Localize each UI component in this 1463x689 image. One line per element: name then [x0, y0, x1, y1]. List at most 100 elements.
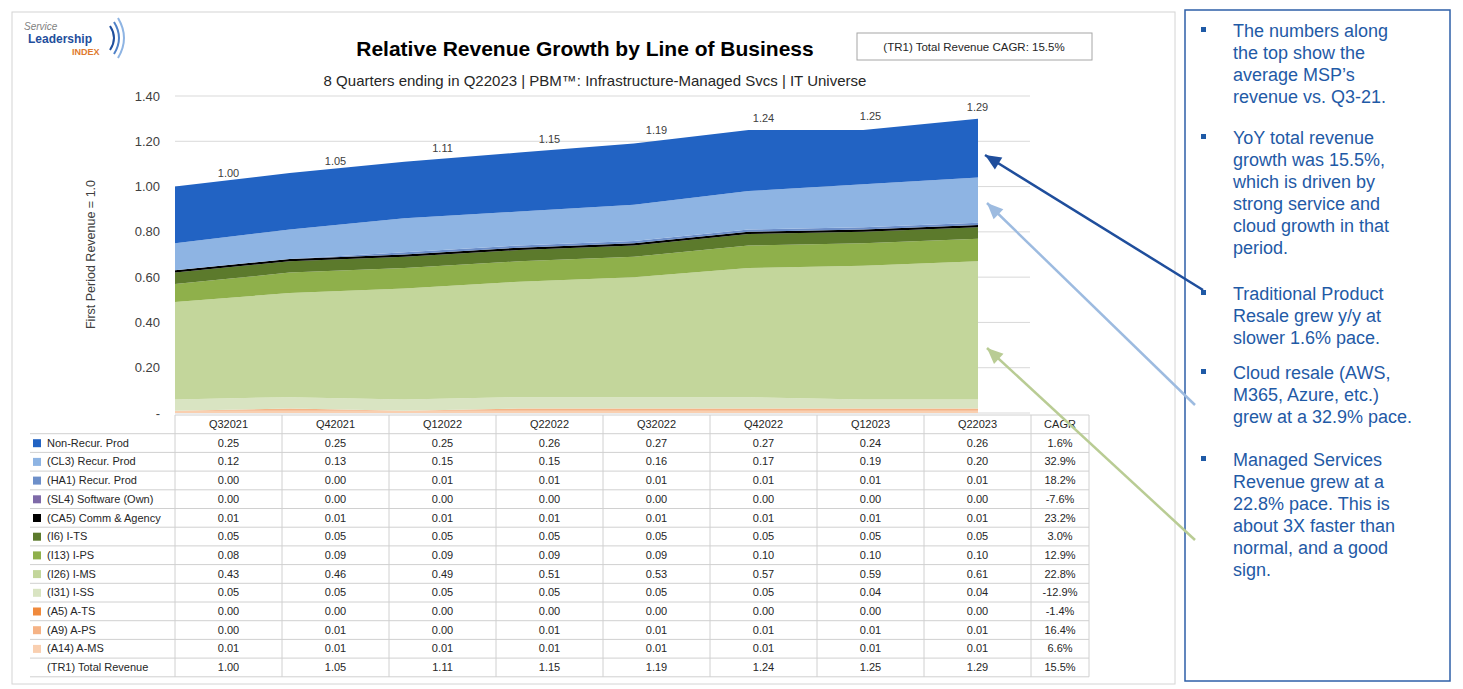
table-cell: 0.46	[325, 568, 346, 580]
data-label: 1.00	[218, 167, 239, 179]
legend-swatch	[33, 458, 41, 466]
table-cell: 0.00	[967, 493, 988, 505]
annotation-text: revenue vs. Q3-21.	[1233, 87, 1386, 107]
table-rule	[30, 508, 1089, 509]
legend-swatch	[33, 589, 41, 597]
table-cell: 0.24	[860, 437, 881, 449]
table-cell: 0.25	[325, 437, 346, 449]
table-cell: 0.25	[432, 437, 453, 449]
area-series	[175, 408, 978, 410]
y-tick-label: -	[156, 406, 160, 421]
table-cell: 0.05	[753, 586, 774, 598]
table-cell: 0.00	[432, 605, 453, 617]
legend-swatch	[33, 495, 41, 503]
annotation-text: Managed Services	[1233, 450, 1382, 470]
table-cell: 0.05	[218, 530, 239, 542]
annotation-text: growth was 15.5%,	[1233, 150, 1385, 170]
table-cell: 0.26	[539, 437, 560, 449]
logo-arc	[118, 18, 124, 58]
table-cell: 0.01	[539, 642, 560, 654]
bullet	[1201, 134, 1206, 139]
y-tick-label: 0.60	[135, 270, 160, 285]
legend-label: (I13) I-PS	[47, 549, 94, 561]
logo-arc	[114, 22, 119, 54]
legend-swatch	[33, 551, 41, 559]
table-cell: 0.00	[967, 605, 988, 617]
arrow	[985, 155, 1203, 290]
table-cell: 0.00	[432, 624, 453, 636]
table-cagr: 18.2%	[1044, 474, 1075, 486]
bullet	[1201, 369, 1206, 374]
annotation-text: slower 1.6% pace.	[1233, 328, 1380, 348]
table-cell: 0.05	[646, 586, 667, 598]
table-cell: 0.01	[646, 474, 667, 486]
legend-swatch	[33, 608, 41, 616]
annotation-text: which is driven by	[1232, 172, 1375, 192]
table-cell: 0.00	[218, 474, 239, 486]
annotation-text: Resale grew y/y at	[1233, 306, 1381, 326]
badge: (TR1) Total Revenue CAGR: 15.5%	[883, 41, 1064, 53]
table-cell: 1.19	[646, 661, 667, 673]
table-cell: 0.00	[325, 605, 346, 617]
table-cell: 0.01	[753, 642, 774, 654]
table-cagr: 3.0%	[1047, 530, 1072, 542]
table-cell: 0.09	[539, 549, 560, 561]
y-tick-label: 1.00	[135, 179, 160, 194]
data-label: 1.29	[967, 101, 988, 113]
legend-label: (HA1) Recur. Prod	[47, 474, 137, 486]
table-cell: 1.24	[753, 661, 774, 673]
table-cell: 0.43	[218, 568, 239, 580]
legend-label: (CL3) Recur. Prod	[47, 455, 136, 467]
legend-label: (A9) A-PS	[47, 624, 96, 636]
annotation-text: average MSP’s	[1233, 65, 1355, 85]
x-tick-label: Q12022	[423, 418, 462, 430]
x-tick-label: Q32022	[637, 418, 676, 430]
table-rule	[30, 620, 1089, 621]
data-label: 1.19	[646, 124, 667, 136]
legend-label: (A14) A-MS	[47, 642, 104, 654]
table-cell: 0.05	[539, 530, 560, 542]
table-rule	[30, 527, 1089, 528]
table-cell: 0.05	[432, 586, 453, 598]
table-cell: 0.09	[432, 549, 453, 561]
table-cell: 0.01	[432, 474, 453, 486]
table-cell: 1.11	[432, 661, 453, 673]
table-cell: 0.25	[218, 437, 239, 449]
table-rule	[30, 583, 1089, 584]
area-series	[175, 408, 978, 410]
table-cagr: 1.6%	[1047, 437, 1072, 449]
legend-swatch	[33, 645, 41, 653]
badge-box	[857, 33, 1092, 60]
table-cell: 0.20	[967, 455, 988, 467]
table-cell: 0.19	[860, 455, 881, 467]
table-cell: 0.15	[539, 455, 560, 467]
bullet	[1201, 290, 1206, 295]
table-cell: 0.00	[753, 605, 774, 617]
table-rule	[30, 471, 1089, 472]
table-cagr: 6.6%	[1047, 642, 1072, 654]
data-label: 1.11	[432, 142, 453, 154]
annotation-text: the top show the	[1233, 43, 1365, 63]
legend-swatch	[33, 514, 41, 522]
table-cagr: -7.6%	[1046, 493, 1075, 505]
table-cell: 0.08	[218, 549, 239, 561]
table-cell: 0.10	[753, 549, 774, 561]
annotation-text: sign.	[1233, 560, 1271, 580]
table-rule	[30, 452, 1089, 453]
annotation-text: period.	[1233, 238, 1288, 258]
subtitle: 8 Quarters ending in Q22023 | PBM™: Infr…	[324, 72, 867, 89]
table-rule	[30, 658, 1089, 659]
table-rule	[175, 415, 176, 677]
logo: ServiceLeadershipINDEX	[24, 18, 124, 58]
table-cagr: 23.2%	[1044, 512, 1075, 524]
legend-swatch	[33, 439, 41, 447]
area-series	[175, 411, 978, 413]
table-cell: 0.01	[325, 624, 346, 636]
table-cell: 0.00	[646, 605, 667, 617]
table-cell: 0.16	[646, 455, 667, 467]
table-cell: 0.00	[218, 493, 239, 505]
table-cell: 0.00	[325, 474, 346, 486]
table-cell: 0.01	[218, 642, 239, 654]
table-rule	[175, 415, 1089, 416]
x-tick-label: Q12023	[851, 418, 890, 430]
